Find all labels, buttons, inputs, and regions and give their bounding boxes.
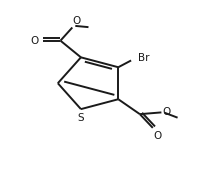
Text: O: O bbox=[154, 131, 162, 141]
Text: Br: Br bbox=[138, 53, 149, 63]
Text: O: O bbox=[162, 107, 170, 117]
Text: S: S bbox=[78, 113, 84, 123]
Text: O: O bbox=[31, 36, 39, 46]
Text: O: O bbox=[73, 16, 81, 26]
